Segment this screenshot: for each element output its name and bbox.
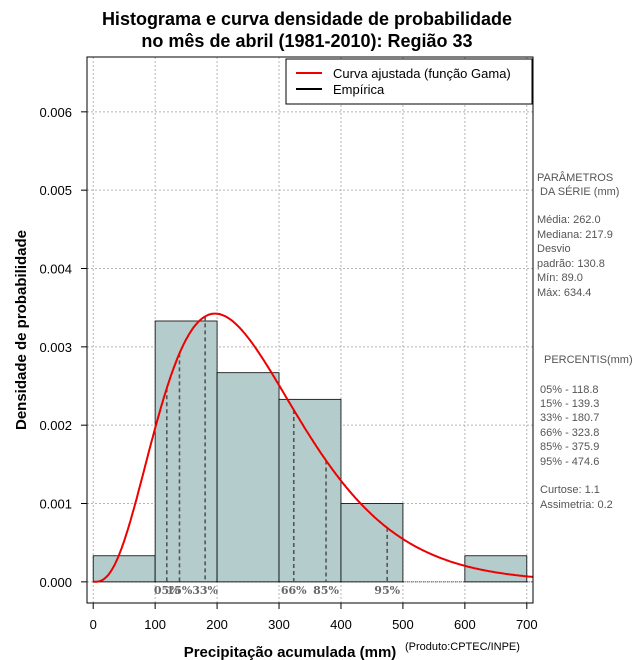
percentile-label-95%: 95%	[374, 584, 400, 597]
percentil-85: 85% - 375.9	[540, 441, 599, 453]
percentile-label-15%: 15%	[167, 584, 193, 597]
percentile-label-33%: 33%	[192, 584, 218, 597]
param-mean: Média: 262.0	[537, 214, 601, 226]
parameters-panel: PARÂMETROS DA SÉRIE (mm) Média: 262.0 Me…	[537, 171, 619, 299]
histogram-bar	[154, 320, 218, 583]
percentil-95: 95% - 474.6	[540, 456, 599, 468]
y-tick-label: 0.004	[39, 262, 72, 277]
param-max: Máx: 634.4	[537, 287, 591, 299]
histogram-bars	[92, 320, 533, 583]
legend: Curva ajustada (função Gama) Empírica	[285, 58, 533, 105]
x-tick-label: 200	[206, 617, 228, 632]
histogram-bar	[216, 372, 280, 583]
x-tick-label: 0	[90, 617, 97, 632]
percentis-title: PERCENTIS(mm)	[544, 354, 633, 366]
x-tick-label: 300	[268, 617, 290, 632]
chart-title-line-1: Histograma e curva densidade de probabil…	[102, 9, 512, 29]
legend-empirical-label: Empírica	[333, 82, 385, 97]
param-sd-label: Desvio	[537, 243, 571, 255]
x-axis: 0 100 200 300 400 500 600 700	[90, 602, 538, 632]
y-tick-label: 0.001	[39, 497, 72, 512]
param-sd-value: padrão: 130.8	[537, 258, 605, 270]
product-credit: (Produto:CPTEC/INPE)	[405, 641, 520, 653]
percentile-label-05%: 05%	[154, 584, 180, 597]
y-tick-label: 0.006	[39, 105, 72, 120]
y-tick-label: 0.005	[39, 183, 72, 198]
percentil-33: 33% - 180.7	[540, 412, 599, 424]
histogram-bar	[92, 555, 156, 583]
histogram-bar	[340, 503, 404, 583]
legend-gamma-label: Curva ajustada (função Gama)	[333, 66, 511, 81]
x-tick-label: 700	[516, 617, 538, 632]
params-title-2: DA SÉRIE (mm)	[540, 185, 619, 198]
percentil-05: 05% - 118.8	[540, 384, 599, 396]
x-tick-label: 400	[330, 617, 352, 632]
y-tick-label: 0.003	[39, 340, 72, 355]
percentil-15: 15% - 139.3	[540, 398, 599, 410]
y-axis-label: Densidade de probabilidade	[13, 230, 30, 430]
x-tick-label: 100	[144, 617, 166, 632]
percentil-66: 66% - 323.8	[540, 427, 599, 439]
y-tick-label: 0.002	[39, 418, 72, 433]
histogram-bar	[278, 398, 342, 583]
percentis-panel: PERCENTIS(mm) 05% - 118.8 15% - 139.3 33…	[540, 354, 633, 511]
y-axis: 0.000 0.001 0.002 0.003 0.004 0.005 0.006	[39, 105, 87, 590]
gamma-curve	[93, 312, 534, 583]
legend-box	[285, 58, 533, 105]
stat-skewness: Assimetria: 0.2	[540, 499, 613, 511]
x-axis-label: Precipitação acumulada (mm)	[184, 644, 397, 660]
y-tick-label: 0.000	[39, 575, 72, 590]
gamma-curve-layer	[93, 312, 534, 583]
percentile-lines: 05%15% 33% 66% 85% 95%	[154, 316, 401, 597]
param-median: Mediana: 217.9	[537, 229, 613, 241]
x-tick-label: 600	[454, 617, 476, 632]
param-min: Mín: 89.0	[537, 272, 583, 284]
x-tick-label: 500	[392, 617, 414, 632]
percentile-label-66%: 66%	[281, 584, 307, 597]
percentile-label-85%: 85%	[313, 584, 339, 597]
params-title-1: PARÂMETROS	[537, 171, 613, 184]
chart-title-line-2: no mês de abril (1981-2010): Região 33	[141, 31, 472, 51]
stat-kurtosis: Curtose: 1.1	[540, 484, 600, 496]
